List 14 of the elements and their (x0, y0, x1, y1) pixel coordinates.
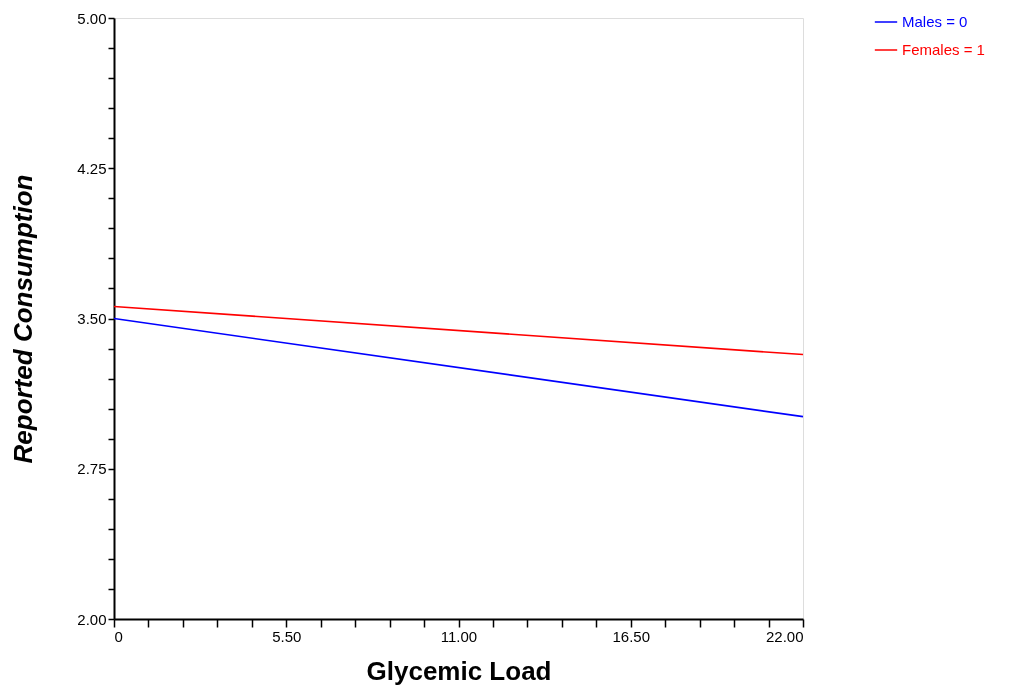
y-tick-label: 4.25 (77, 159, 107, 177)
x-tick-label: 22.00 (765, 627, 804, 645)
x-tick-label: 5.50 (272, 627, 302, 645)
legend-label: Females = 1 (902, 41, 985, 58)
x-axis-title: Glycemic Load (366, 655, 552, 686)
y-tick-label: 2.00 (77, 610, 107, 628)
y-tick-label: 3.50 (77, 310, 107, 327)
y-tick-label: 5.00 (77, 9, 107, 27)
y-axis-title: Reported Consumption (8, 174, 39, 464)
x-tick-label: 0 (114, 627, 123, 645)
x-tick-label: 11.00 (440, 627, 478, 645)
legend-label: Males = 0 (902, 13, 968, 30)
y-tick-label: 2.75 (77, 460, 107, 478)
x-tick-label: 16.50 (612, 627, 651, 645)
